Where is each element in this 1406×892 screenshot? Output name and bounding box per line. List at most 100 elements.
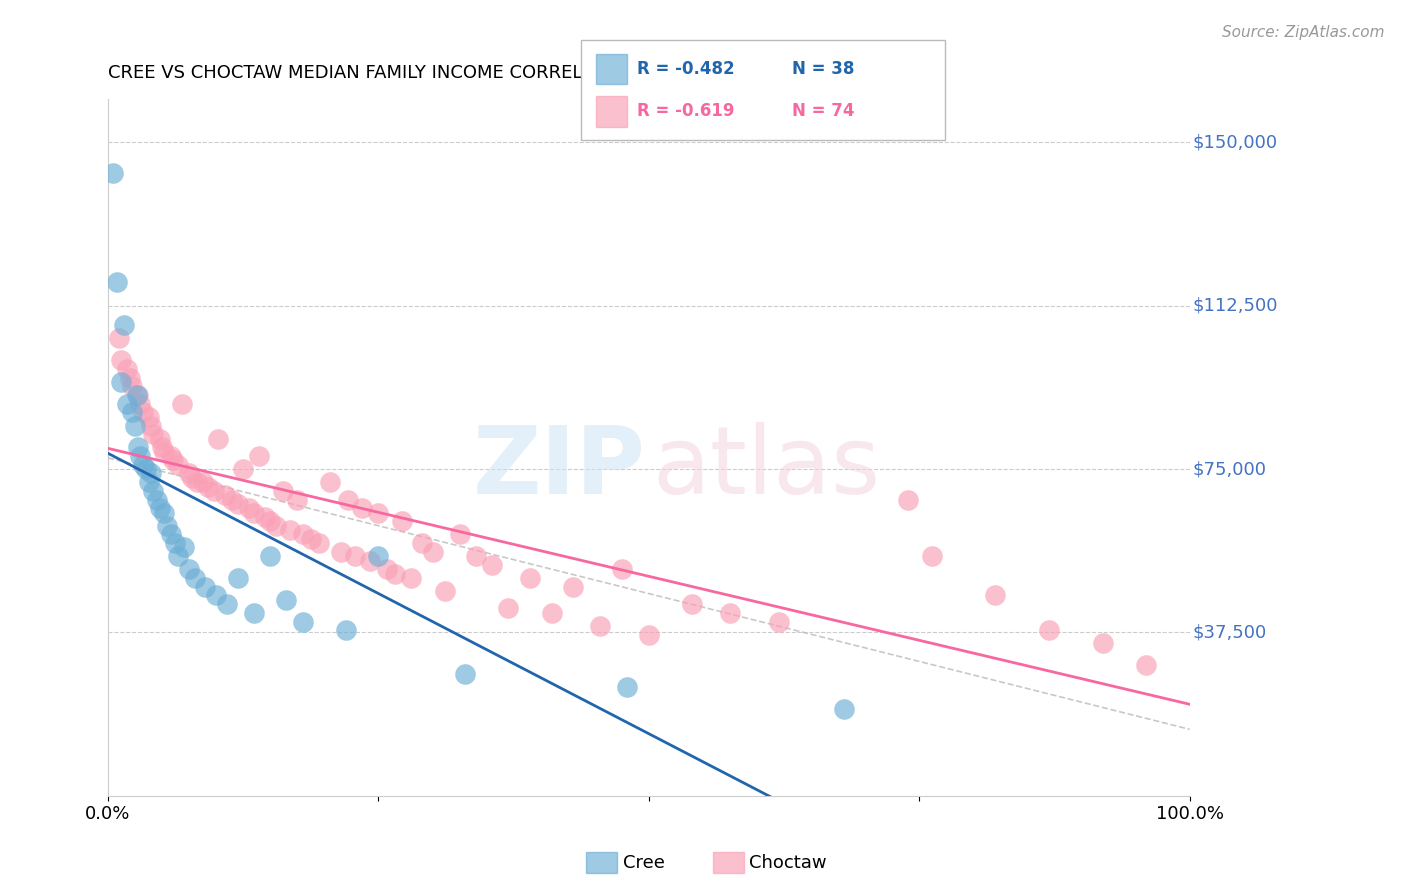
Point (259, 549, 281, 564)
Point (337, 492, 360, 507)
Point (127, 440, 149, 454)
Text: Cree: Cree (623, 854, 665, 871)
Point (278, 523, 301, 537)
Point (243, 606, 266, 620)
Point (616, 680, 638, 694)
Point (145, 492, 167, 507)
Point (179, 467, 201, 481)
Point (519, 571, 541, 585)
Point (112, 318, 135, 333)
Point (149, 432, 172, 446)
Point (165, 536, 187, 550)
Point (103, 166, 125, 180)
Point (193, 475, 215, 490)
Point (291, 615, 314, 629)
Point (285, 492, 308, 507)
Point (367, 549, 389, 564)
Text: CREE VS CHOCTAW MEDIAN FAMILY INCOME CORRELATION CHART: CREE VS CHOCTAW MEDIAN FAMILY INCOME COR… (108, 64, 704, 82)
Point (259, 514, 281, 528)
Point (359, 553, 381, 567)
Point (194, 580, 217, 594)
Point (422, 545, 444, 559)
Point (391, 514, 413, 528)
Point (481, 558, 503, 572)
Point (399, 571, 422, 585)
Text: $37,500: $37,500 (1194, 624, 1267, 641)
Point (173, 541, 195, 555)
Point (167, 458, 190, 472)
Point (121, 379, 143, 393)
Point (129, 397, 152, 411)
Text: Source: ZipAtlas.com: Source: ZipAtlas.com (1222, 25, 1385, 40)
Text: N = 38: N = 38 (792, 60, 853, 78)
Point (129, 449, 152, 463)
Point (308, 536, 330, 550)
Point (271, 483, 294, 498)
Point (226, 497, 249, 511)
Point (142, 483, 165, 498)
Point (243, 506, 266, 520)
Text: $112,500: $112,500 (1194, 297, 1278, 315)
Point (897, 492, 920, 507)
Point (107, 331, 129, 345)
Point (110, 353, 132, 368)
Point (299, 532, 322, 546)
Point (638, 627, 661, 641)
Point (319, 475, 342, 490)
Point (131, 405, 153, 419)
Point (110, 375, 132, 389)
Point (215, 597, 238, 611)
Point (197, 479, 219, 493)
Point (249, 449, 271, 463)
Point (1135, 658, 1157, 673)
Point (291, 527, 314, 541)
Point (589, 619, 612, 633)
Point (124, 418, 146, 433)
Point (367, 506, 389, 520)
Point (153, 506, 176, 520)
Point (159, 527, 181, 541)
Point (167, 549, 190, 564)
Point (105, 275, 128, 289)
Point (681, 597, 703, 611)
Point (149, 501, 172, 516)
Point (118, 370, 141, 384)
Point (832, 701, 855, 715)
Point (117, 362, 139, 376)
Point (162, 453, 184, 467)
Point (384, 566, 406, 581)
Point (121, 405, 143, 419)
Point (434, 584, 457, 599)
Point (562, 580, 585, 594)
Point (329, 545, 352, 559)
Point (117, 397, 139, 411)
Point (1092, 636, 1115, 650)
Point (127, 388, 149, 402)
Point (205, 588, 228, 602)
Point (718, 606, 741, 620)
Point (135, 462, 157, 476)
Text: R = -0.619: R = -0.619 (637, 103, 734, 120)
Point (449, 527, 471, 541)
Point (464, 549, 486, 564)
Point (768, 615, 790, 629)
Point (1038, 624, 1060, 638)
Point (352, 501, 374, 516)
Point (226, 571, 249, 585)
Text: $75,000: $75,000 (1194, 460, 1267, 478)
Text: ZIP: ZIP (472, 422, 645, 514)
Point (343, 549, 366, 564)
Point (238, 501, 260, 516)
Text: R = -0.482: R = -0.482 (637, 60, 734, 78)
Point (207, 432, 229, 446)
Point (540, 606, 562, 620)
Point (610, 562, 633, 576)
Text: N = 74: N = 74 (792, 103, 853, 120)
Point (179, 562, 201, 576)
Point (335, 624, 357, 638)
Point (221, 492, 243, 507)
Point (202, 483, 225, 498)
Point (181, 471, 204, 485)
Point (921, 549, 943, 564)
Point (186, 475, 208, 490)
